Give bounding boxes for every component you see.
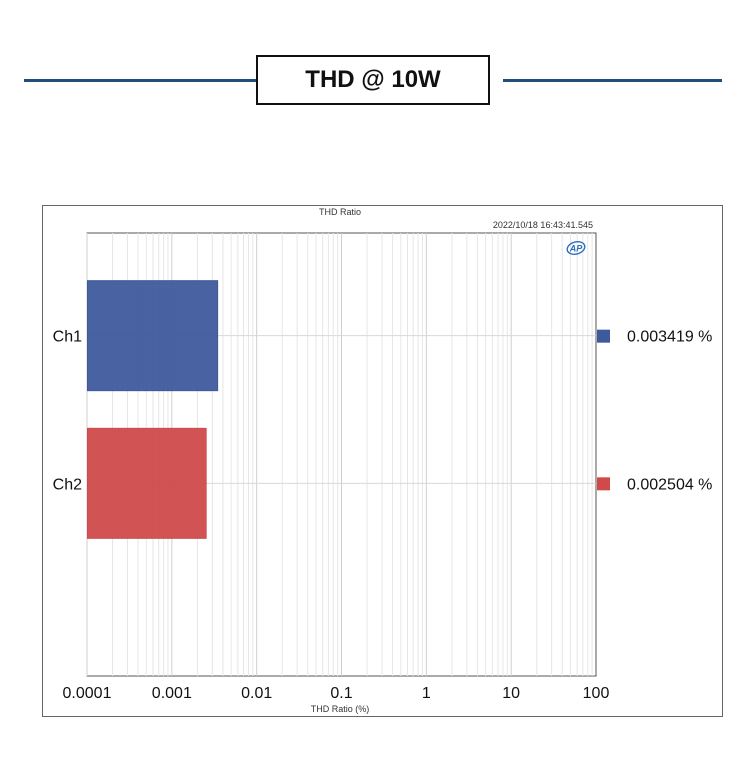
- legend: 0.003419 % 0.002504 %: [597, 329, 712, 493]
- ap-logo-text: AP: [569, 244, 583, 254]
- page-title: THD @ 10W: [256, 55, 490, 105]
- header-rule-left: [24, 79, 256, 82]
- legend-swatch-ch2: [597, 477, 610, 491]
- category-label-ch2: Ch2: [53, 476, 82, 493]
- x-tick-label: 0.001: [152, 685, 192, 702]
- value-label-ch1: 0.003419 %: [627, 329, 712, 346]
- bar-ch1: [87, 280, 219, 392]
- category-label-ch1: Ch1: [53, 329, 82, 346]
- bar-ch2: [87, 427, 207, 539]
- chart-timestamp: 2022/10/18 16:43:41.545: [493, 220, 593, 230]
- x-tick-labels: 0.0001 0.001 0.01 0.1 1 10 100: [63, 685, 610, 702]
- header-rule-right: [503, 79, 722, 82]
- x-tick-label: 1: [422, 685, 431, 702]
- legend-swatch-ch1: [597, 329, 610, 343]
- chart-title: THD Ratio: [319, 207, 361, 217]
- x-tick-label: 0.1: [330, 685, 352, 702]
- category-labels: Ch1 Ch2: [53, 329, 82, 494]
- chart-frame: [42, 205, 723, 717]
- ap-logo-icon: AP: [566, 241, 586, 255]
- x-axis-label: THD Ratio (%): [311, 704, 370, 714]
- value-label-ch2: 0.002504 %: [627, 476, 712, 493]
- x-tick-label: 0.0001: [63, 685, 112, 702]
- x-tick-label: 100: [583, 685, 610, 702]
- x-tick-label: 0.01: [241, 685, 272, 702]
- bars-group: [87, 280, 219, 539]
- x-tick-label: 10: [502, 685, 520, 702]
